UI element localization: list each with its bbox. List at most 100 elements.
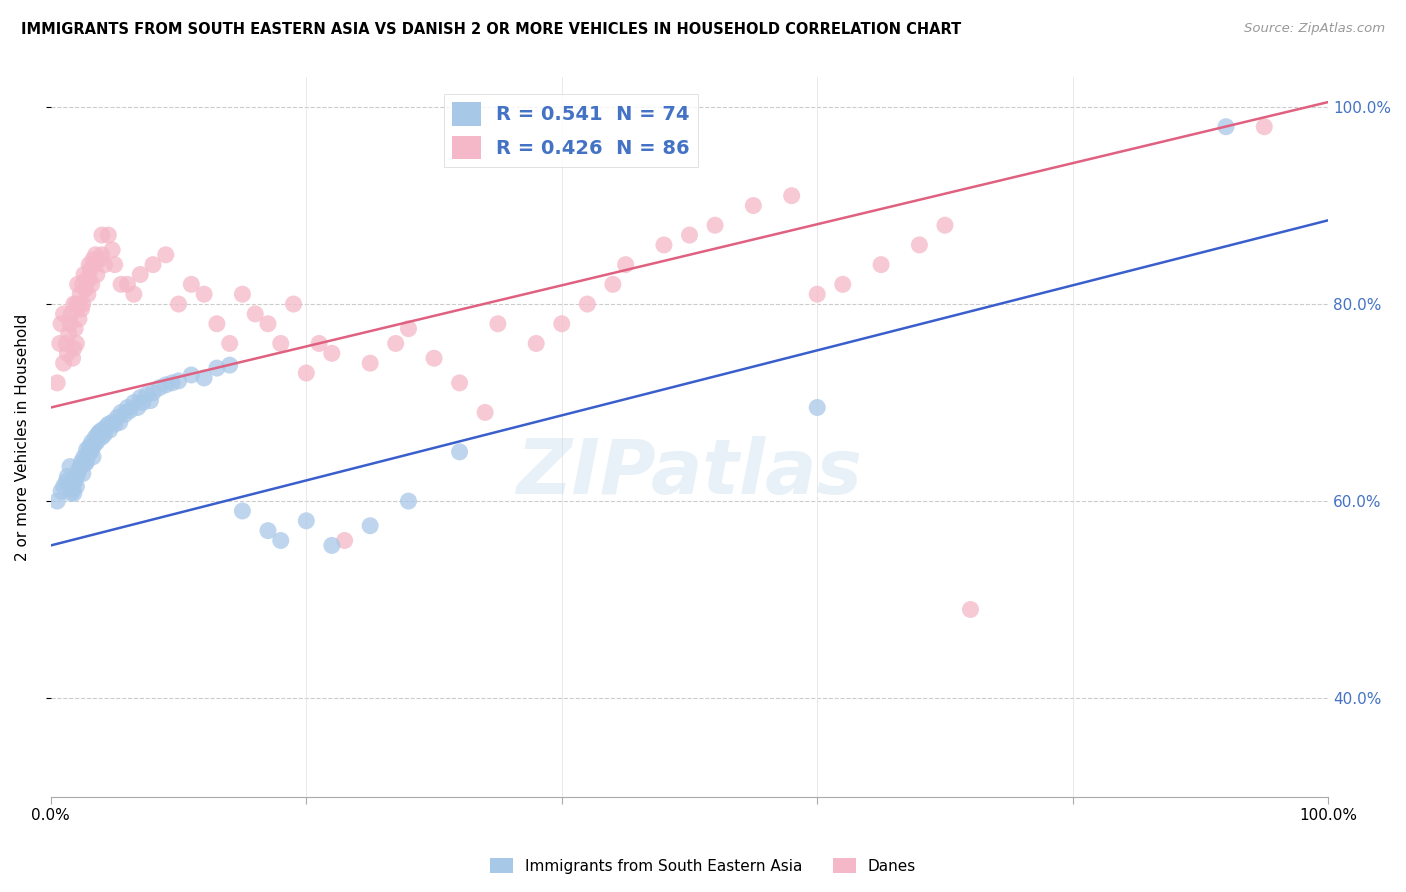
Point [101,243,124,257]
Point [359,518,381,533]
Point [180,277,202,292]
Point [110,405,132,419]
Point [59,476,82,491]
Y-axis label: 2 or more Vehicles in Household: 2 or more Vehicles in Household [15,313,30,561]
Point [155,377,177,392]
Point [65,469,87,483]
Point [75,282,97,296]
Point [60,307,83,321]
Point [118,403,141,417]
Point [193,371,215,385]
Point [398,321,420,335]
Point [806,287,828,301]
Point [56,346,79,360]
Point [110,277,132,292]
Point [72,467,94,481]
Point [122,287,145,301]
Point [62,351,84,366]
Point [122,395,145,409]
Point [65,336,87,351]
Point [77,447,100,461]
Point [65,297,87,311]
Point [218,336,240,351]
Point [114,408,136,422]
Point [77,287,100,301]
Point [218,358,240,372]
Point [486,317,509,331]
Point [77,258,100,272]
Point [104,417,127,432]
Point [321,346,343,360]
Point [245,307,267,321]
Point [870,258,893,272]
Point [678,228,700,243]
Point [117,277,139,292]
Point [66,467,89,481]
Point [205,317,228,331]
Point [82,440,104,454]
Point [257,524,280,538]
Point [205,361,228,376]
Point [231,504,253,518]
Point [67,462,90,476]
Text: IMMIGRANTS FROM SOUTH EASTERN ASIA VS DANISH 2 OR MORE VEHICLES IN HOUSEHOLD COR: IMMIGRANTS FROM SOUTH EASTERN ASIA VS DA… [21,22,962,37]
Point [180,368,202,382]
Point [75,457,97,471]
Point [934,218,956,232]
Point [295,514,318,528]
Point [58,326,80,341]
Point [1253,120,1275,134]
Point [73,268,96,282]
Point [97,417,120,432]
Point [104,258,127,272]
Point [148,381,170,395]
Point [49,336,72,351]
Legend: R = 0.541  N = 74, R = 0.426  N = 86: R = 0.541 N = 74, R = 0.426 N = 86 [444,95,697,167]
Point [69,287,91,301]
Point [80,434,103,449]
Point [63,342,86,356]
Point [82,252,104,267]
Point [97,228,120,243]
Point [46,376,69,390]
Point [67,311,90,326]
Point [93,427,115,442]
Point [359,356,381,370]
Point [129,268,152,282]
Point [90,423,112,437]
Point [63,297,86,311]
Point [602,277,624,292]
Point [551,317,574,331]
Point [295,366,318,380]
Point [84,248,107,262]
Point [704,218,727,232]
Point [908,238,931,252]
Point [423,351,446,366]
Point [73,450,96,464]
Point [129,391,152,405]
Point [155,248,177,262]
Point [89,252,111,267]
Point [55,475,77,489]
Point [101,415,124,429]
Point [62,483,84,497]
Point [63,476,86,491]
Point [142,258,165,272]
Point [77,440,100,454]
Legend: Immigrants from South Eastern Asia, Danes: Immigrants from South Eastern Asia, Dane… [484,852,922,880]
Point [231,287,253,301]
Point [79,262,101,277]
Point [193,287,215,301]
Point [55,336,77,351]
Point [384,336,406,351]
Point [49,484,72,499]
Point [94,420,117,434]
Point [72,277,94,292]
Point [132,395,155,409]
Point [70,301,93,316]
Point [72,457,94,471]
Point [93,258,115,272]
Point [80,277,103,292]
Point [60,486,83,500]
Point [321,538,343,552]
